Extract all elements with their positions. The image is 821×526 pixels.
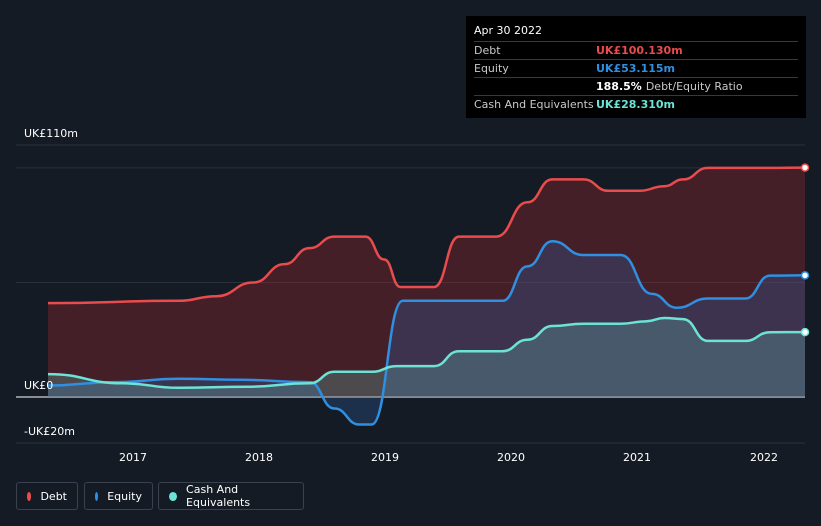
gridlines: [16, 144, 805, 444]
tooltip-row-debt: Debt UK£100.130m: [474, 41, 798, 59]
legend-dot-icon: [95, 491, 99, 501]
legend-dot-icon: [169, 491, 178, 501]
legend-dot-icon: [27, 491, 32, 501]
tooltip-row-ratio: 188.5% Debt/Equity Ratio: [474, 77, 798, 95]
debt-endpoint: [800, 163, 810, 172]
series-endpoints: [800, 163, 810, 337]
equity-endpoint: [800, 271, 810, 280]
legend-label: Debt: [40, 489, 67, 503]
tooltip-value: UK£28.310m: [596, 98, 676, 111]
y-tick-label: UK£0: [24, 379, 54, 392]
tooltip-date: Apr 30 2022: [474, 24, 543, 37]
x-tick-label: 2017: [119, 451, 147, 464]
y-tick-label: UK£110m: [24, 127, 78, 140]
tooltip-value: UK£100.130m: [596, 44, 683, 57]
tooltip-row-equity: Equity UK£53.115m: [474, 59, 798, 77]
cash-and-equivalents-line: [47, 316, 806, 390]
debt-line: [47, 166, 806, 305]
equity-area: [48, 241, 805, 425]
y-tick-label: -UK£20m: [24, 425, 75, 438]
tooltip-label: Equity: [474, 62, 509, 75]
tooltip-value: 188.5%: [596, 80, 642, 93]
legend-label: Cash And Equivalents: [186, 483, 251, 509]
x-tick-label: 2020: [497, 451, 525, 464]
tooltip-row-cash: Cash And Equivalents UK£28.310m: [474, 95, 798, 113]
equity-line: [47, 239, 806, 426]
x-tick-label: 2022: [750, 451, 778, 464]
x-tick-label: 2018: [245, 451, 273, 464]
x-tick-label: 2019: [371, 451, 399, 464]
tooltip-label: Debt: [474, 44, 501, 57]
legend-item-cash[interactable]: Cash And Equivalents: [158, 482, 304, 510]
legend-item-debt[interactable]: Debt: [16, 482, 78, 510]
tooltip-label: Cash And Equivalents: [474, 98, 594, 111]
series-lines: [47, 166, 806, 426]
debt-area: [48, 167, 805, 397]
tooltip-suffix: Debt/Equity Ratio: [645, 80, 743, 93]
legend-label: Equity: [107, 489, 142, 503]
series-areas: [48, 167, 805, 425]
legend-item-equity[interactable]: Equity: [84, 482, 153, 510]
data-tooltip: Apr 30 2022 Debt UK£100.130m Equity UK£5…: [466, 16, 806, 118]
tooltip-value: UK£53.115m: [596, 62, 676, 75]
cash-and-equivalents-endpoint: [800, 327, 810, 337]
cash-and-equivalents-area: [48, 318, 805, 397]
x-tick-label: 2021: [623, 451, 651, 464]
